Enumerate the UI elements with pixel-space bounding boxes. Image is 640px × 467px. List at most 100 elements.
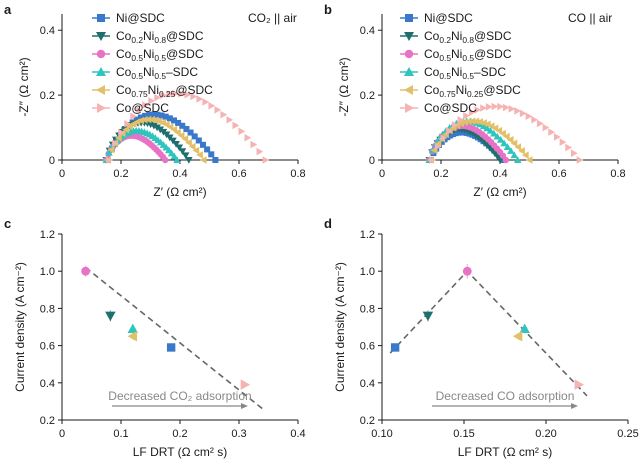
data-point (140, 116, 148, 124)
data-point (172, 140, 180, 148)
legend-subscript: 0.8 (462, 35, 474, 45)
legend-text: –SDC (166, 65, 198, 79)
data-point (422, 311, 434, 322)
nyquist-panel-b: 0 0.2 0.4 0.6 0.8 0 0.2 0.4 Z′ (Ω cm²) -Z″ (Ω cm²… (337, 11, 626, 199)
data-point (502, 156, 510, 164)
series-Co0.5Ni0.5–SDC (425, 117, 522, 163)
legend-subscript: 0.5 (462, 53, 474, 63)
data-point (463, 111, 470, 120)
y-tick-label: 0.2 (40, 90, 55, 102)
x-tick-label: 0 (59, 428, 65, 440)
legend-label: Co@SDC (424, 101, 477, 115)
data-point (162, 113, 169, 120)
legend-subscript: 0.5 (439, 53, 451, 63)
series-Co@SDC (106, 89, 270, 164)
data-point (457, 116, 465, 124)
legend-marker (96, 67, 106, 76)
data-point (175, 144, 184, 152)
legend-subscript: 0.5 (131, 71, 143, 81)
x-tick-label: 0.2 (172, 428, 187, 440)
data-point (195, 137, 202, 144)
data-point (173, 156, 181, 163)
legend-label: Ni@SDC (424, 11, 473, 25)
data-point (462, 266, 472, 276)
data-point (196, 151, 203, 159)
data-point (183, 126, 190, 133)
legend-text: Ni@SDC (424, 11, 473, 25)
legend-text: @SDC (175, 83, 213, 97)
x-tick-label: 0.6 (551, 168, 566, 180)
data-point (486, 126, 495, 134)
data-point (124, 119, 131, 128)
y-tick-label: 0 (49, 155, 55, 167)
data-point (148, 97, 156, 105)
data-point (480, 104, 487, 112)
legend-text: @SDC (474, 29, 512, 43)
data-point (166, 343, 176, 352)
annotation-arrow-head (571, 403, 578, 409)
data-point (179, 122, 186, 129)
x-tick-label: 0.2 (433, 168, 448, 180)
data-point (250, 140, 258, 149)
legend-subscript: 0.75 (131, 89, 148, 99)
data-point (512, 331, 523, 342)
legend-subscript: 0.25 (467, 89, 484, 99)
annotation-text: Decreased CO₂ adsorption (108, 389, 251, 403)
legend-subscript: 0.2 (131, 35, 143, 45)
condition-label: CO₂ || air (248, 11, 297, 25)
data-point (181, 152, 190, 160)
data-point (502, 103, 510, 112)
data-point (491, 102, 499, 111)
legend-subscript: 0.5 (462, 71, 474, 81)
legend-text: Co (116, 29, 132, 43)
trend-line (389, 270, 588, 397)
legend-text: Co (424, 65, 440, 79)
y-tick-label: 1.0 (360, 266, 375, 278)
x-tick-label: 0.10 (371, 428, 392, 440)
panel-label-b: b (324, 2, 332, 17)
y-tick-label: 0 (369, 155, 375, 167)
legend-label: Co0.5Ni0.5@SDC (116, 47, 204, 63)
data-point (514, 107, 521, 115)
data-point (191, 133, 198, 140)
legend-text: Ni (456, 83, 467, 97)
x-tick-label: 0.4 (172, 168, 187, 180)
data-point (510, 151, 519, 159)
legend-text: @SDC (166, 47, 204, 61)
data-point (170, 125, 178, 134)
data-point (141, 112, 148, 119)
data-point (531, 115, 539, 124)
data-point (212, 157, 219, 163)
data-point (127, 331, 137, 342)
data-point (148, 115, 155, 124)
legend-text: Co (116, 47, 132, 61)
x-tick-label: 0.1 (113, 428, 128, 440)
data-point (133, 116, 140, 123)
data-point (181, 135, 189, 143)
legend-label: Co0.5Ni0.5–SDC (424, 65, 506, 81)
legend-label: Co0.2Ni0.8@SDC (116, 29, 204, 45)
legend-subscript: 0.5 (154, 53, 166, 63)
data-point (570, 149, 578, 158)
x-tick-label: 0.20 (535, 428, 556, 440)
legend-text: –SDC (474, 65, 506, 79)
legend-marker (97, 103, 106, 113)
legend-text: Co@SDC (424, 101, 477, 115)
x-axis-label: LF DRT (Ω cm² s) (133, 445, 228, 459)
trend-line (85, 266, 264, 410)
x-tick-label: 0.8 (290, 168, 305, 180)
data-point (474, 106, 482, 114)
data-point (553, 133, 561, 141)
y-tick-label: 0.2 (360, 415, 375, 427)
data-point (238, 127, 246, 136)
y-axis-label: -Z″ (Ω cm²) (17, 57, 31, 116)
legend-text: Ni (451, 47, 462, 61)
annotation-text: Decreased CO adsorption (436, 389, 575, 403)
annotation-arrow-head (241, 403, 248, 409)
legend-text: Ni (143, 29, 154, 43)
data-point (153, 124, 161, 132)
data-point (202, 98, 210, 106)
legend-label: Ni@SDC (116, 11, 165, 25)
data-point (160, 91, 168, 100)
